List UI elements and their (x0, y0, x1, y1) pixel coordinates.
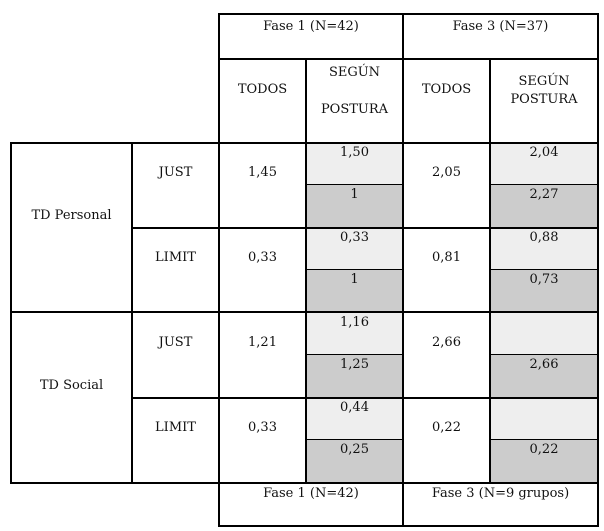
group-td-social: TD Social (39, 378, 104, 393)
grid-line (10, 142, 12, 484)
grid-line (305, 58, 307, 484)
grid-line (131, 227, 599, 229)
cell-value: 0,73 (529, 272, 559, 287)
header-fase3: Fase 3 (N=37) (452, 19, 549, 34)
cell-value: 2,66 (432, 335, 461, 350)
cell-value: 1,25 (340, 357, 369, 372)
cell-value: 0,22 (529, 442, 559, 457)
grid-line (490, 439, 598, 440)
grid-line (490, 354, 598, 355)
row-label-just: JUST (158, 165, 193, 180)
grid-line (10, 311, 599, 313)
row-label-limit: LIMIT (155, 420, 196, 435)
footer-fase3: Fase 3 (N=9 grupos) (431, 486, 570, 501)
grid-line (597, 13, 599, 527)
cell-value: 1 (350, 187, 359, 202)
shade-s-limit-f3-top (490, 398, 598, 440)
shade-p-just-f3-bot (490, 185, 598, 228)
cell-value: 2,04 (529, 145, 559, 160)
cell-value: 2,05 (432, 165, 461, 180)
grid-line (306, 269, 402, 270)
cell-value: 0,33 (248, 420, 277, 435)
grid-line (131, 142, 133, 484)
shade-p-limit-f1-top (306, 228, 402, 270)
cell-value: 1 (350, 272, 359, 287)
grid-line (218, 13, 599, 15)
cell-value: 1,16 (340, 315, 369, 330)
grid-line (306, 354, 402, 355)
shade-p-just-f1-top (306, 143, 402, 185)
grid-line (131, 397, 599, 399)
shade-s-limit-f1-top (306, 398, 402, 440)
shade-p-limit-f3-top (490, 228, 598, 270)
cell-value: 0,88 (529, 230, 559, 245)
cell-value: 1,21 (248, 335, 277, 350)
grid-line (218, 13, 220, 527)
grid-line (218, 58, 599, 60)
header-segun-f1-line1: SEGÚN (328, 65, 381, 80)
grid-line (10, 142, 599, 144)
header-todos-f1: TODOS (237, 82, 288, 97)
header-segun-f3-line1: SEGÚN (518, 74, 570, 89)
shade-s-limit-f1-bot (306, 440, 402, 482)
row-label-just: JUST (158, 335, 193, 350)
shade-p-just-f1-bot (306, 185, 402, 228)
cell-value: 0,22 (432, 420, 461, 435)
header-segun-f3-line2: POSTURA (510, 92, 578, 107)
grid-line (489, 58, 491, 484)
shade-p-limit-f3-bot (490, 270, 598, 312)
cell-value: 0,81 (432, 250, 461, 265)
grid-line (306, 439, 402, 440)
group-td-personal: TD Personal (31, 208, 112, 223)
header-todos-f3: TODOS (421, 82, 472, 97)
shade-s-just-f3-bot (490, 355, 598, 398)
header-fase1: Fase 1 (N=42) (263, 19, 359, 34)
shade-s-limit-f3-bot (490, 440, 598, 482)
grid-line (490, 269, 598, 270)
cell-value: 0,25 (340, 442, 369, 457)
cell-value: 0,33 (340, 230, 369, 245)
cell-value: 0,33 (248, 250, 277, 265)
cell-value: 2,66 (529, 357, 559, 372)
grid-line (306, 184, 402, 185)
shade-s-just-f1-bot (306, 355, 402, 398)
grid-line (402, 13, 404, 527)
shade-s-just-f1-top (306, 312, 402, 355)
shade-s-just-f3-top (490, 312, 598, 355)
shade-p-just-f3-top (490, 143, 598, 185)
cell-value: 1,45 (248, 165, 277, 180)
row-label-limit: LIMIT (155, 250, 196, 265)
header-segun-f1-line2: POSTURA (320, 102, 389, 117)
cell-value: 1,50 (340, 145, 369, 160)
cell-value: 0,44 (340, 400, 369, 415)
cell-value: 2,27 (529, 187, 559, 202)
grid-line (218, 525, 599, 527)
footer-fase1: Fase 1 (N=42) (263, 486, 359, 501)
grid-line (490, 184, 598, 185)
shade-p-limit-f1-bot (306, 270, 402, 312)
grid-line (10, 482, 599, 484)
